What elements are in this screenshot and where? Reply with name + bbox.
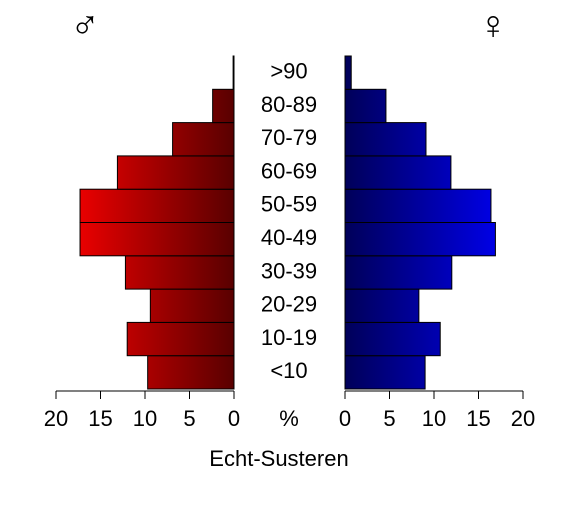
x-tick-label: 20 — [511, 406, 535, 431]
x-tick-label: 10 — [133, 406, 157, 431]
x-tick-label: 15 — [466, 406, 490, 431]
bar — [344, 88, 387, 124]
bar — [344, 321, 441, 357]
bar — [124, 255, 235, 290]
category-label: 60-69 — [261, 158, 317, 183]
category-label: 10-19 — [261, 325, 317, 350]
bar — [344, 288, 420, 323]
bar — [126, 321, 235, 357]
bar — [149, 288, 235, 323]
x-tick-label: 0 — [339, 406, 351, 431]
x-tick-label: 20 — [44, 406, 68, 431]
bar — [344, 55, 352, 90]
bar — [147, 355, 235, 390]
bar — [232, 55, 235, 90]
category-label: >90 — [270, 58, 307, 83]
legend-symbol: ♂ — [70, 4, 100, 48]
bar — [344, 355, 426, 390]
x-tick-label: 10 — [422, 406, 446, 431]
category-label: 80-89 — [261, 92, 317, 117]
bar — [344, 255, 453, 290]
category-label: 40-49 — [261, 225, 317, 250]
bar — [212, 88, 235, 124]
x-tick-label: 5 — [183, 406, 195, 431]
bar — [172, 122, 235, 157]
category-label: 20-29 — [261, 292, 317, 317]
category-label: 50-59 — [261, 192, 317, 217]
center-label: % — [279, 406, 299, 431]
bar — [79, 188, 235, 223]
x-tick-label: 15 — [88, 406, 112, 431]
x-tick-label: 5 — [383, 406, 395, 431]
bar — [344, 155, 452, 190]
category-label: <10 — [270, 358, 307, 383]
chart-title: Echt-Susteren — [209, 446, 348, 471]
bar — [344, 122, 427, 157]
bar — [344, 222, 496, 257]
x-tick-label: 0 — [228, 406, 240, 431]
bar — [79, 222, 235, 257]
bar — [344, 188, 492, 223]
category-label: 70-79 — [261, 125, 317, 150]
legend-symbol: ♀ — [478, 4, 508, 48]
category-label: 30-39 — [261, 258, 317, 283]
bar — [116, 155, 235, 190]
